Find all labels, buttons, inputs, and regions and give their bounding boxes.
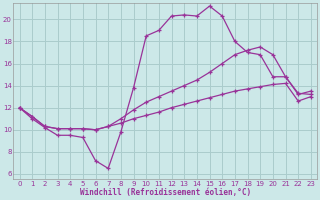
X-axis label: Windchill (Refroidissement éolien,°C): Windchill (Refroidissement éolien,°C)	[80, 188, 251, 197]
